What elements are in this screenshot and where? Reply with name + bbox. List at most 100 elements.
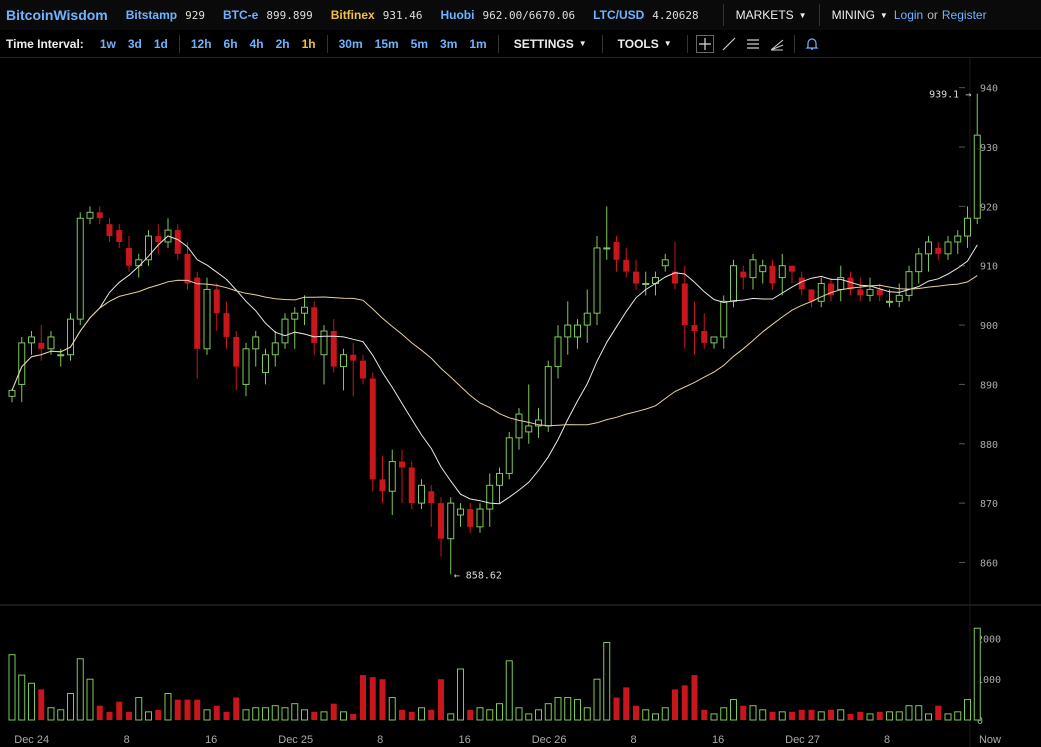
volume-bar xyxy=(262,707,269,721)
tools-menu[interactable]: TOOLS ▼ xyxy=(618,37,672,51)
bell-icon[interactable] xyxy=(803,35,821,53)
volume-bar xyxy=(174,699,181,720)
candle-body xyxy=(8,389,16,397)
volume-tick-label: 2000 xyxy=(977,634,1001,645)
volume-bar xyxy=(623,687,630,720)
candle-body xyxy=(944,241,952,255)
volume-bar xyxy=(935,705,942,720)
volume-bar xyxy=(271,705,279,721)
markets-menu[interactable]: MARKETS ▼ xyxy=(736,8,807,22)
ticker-ltc-usd[interactable]: LTC/USD 4.20628 xyxy=(593,8,698,22)
candle-body xyxy=(76,217,84,320)
line-draw-icon[interactable] xyxy=(720,35,738,53)
interval-3m[interactable]: 3m xyxy=(440,36,458,51)
candle-body xyxy=(964,217,971,237)
candle-body xyxy=(18,342,26,385)
ticker-exchange-name: Bitfinex xyxy=(330,8,375,22)
candle-body xyxy=(262,354,269,374)
login-link[interactable]: Login xyxy=(893,8,924,22)
interval-2h[interactable]: 2h xyxy=(275,36,290,51)
candle-body xyxy=(57,354,65,357)
volume-bar xyxy=(360,675,366,720)
volume-bar xyxy=(467,709,474,720)
candle-body xyxy=(155,236,162,242)
candle-body xyxy=(574,324,581,338)
volume-bar xyxy=(564,697,572,721)
volume-bar xyxy=(155,709,162,720)
candle-body xyxy=(330,331,337,367)
volume-bar xyxy=(603,641,611,721)
ticker-price: 4.20628 xyxy=(652,8,699,22)
settings-menu[interactable]: SETTINGS ▼ xyxy=(514,37,587,51)
interval-1h[interactable]: 1h xyxy=(301,36,316,51)
candle-body xyxy=(116,230,123,242)
volume-bar xyxy=(301,709,308,721)
candle-body xyxy=(691,325,698,331)
price-tick-label: 860 xyxy=(980,558,998,569)
fan-icon[interactable] xyxy=(768,35,786,53)
mining-label: MINING xyxy=(831,8,875,22)
volume-bar xyxy=(18,674,26,721)
candle-body xyxy=(749,259,757,279)
volume-bar xyxy=(67,692,74,721)
candle-body xyxy=(681,283,688,326)
volume-bar xyxy=(749,705,757,721)
register-link[interactable]: Register xyxy=(941,8,987,22)
site-logo[interactable]: BitcoinWisdom xyxy=(6,7,108,23)
interval-15m[interactable]: 15m xyxy=(374,36,399,51)
fibonacci-icon[interactable] xyxy=(744,35,762,53)
ticker-bitstamp[interactable]: Bitstamp 929 xyxy=(126,8,205,22)
candle-body xyxy=(778,265,786,279)
volume-bar xyxy=(789,711,795,720)
volume-bar xyxy=(574,699,581,721)
interval-6h[interactable]: 6h xyxy=(223,36,238,51)
interval-3d[interactable]: 3d xyxy=(127,36,142,51)
chart-toolbar: Time Interval: 1w 3d 1d 12h 6h 4h 2h 1h 30m 15m 5m… xyxy=(0,30,1041,58)
interval-1m[interactable]: 1m xyxy=(469,36,487,51)
mining-menu[interactable]: MINING ▼ xyxy=(832,8,888,22)
auth-links: Login or Register xyxy=(894,8,987,22)
candle-body xyxy=(857,289,864,296)
candle-body xyxy=(67,318,74,356)
high-annotation: 939.1 → xyxy=(929,90,971,101)
volume-bar xyxy=(28,682,35,721)
volume-bar xyxy=(213,705,220,720)
candle-body xyxy=(672,271,678,284)
volume-bar xyxy=(593,678,601,721)
interval-30m[interactable]: 30m xyxy=(338,36,363,51)
candle-body xyxy=(730,265,737,302)
candle-body xyxy=(47,336,55,350)
candle-body xyxy=(213,289,220,314)
ticker-bitfinex[interactable]: Bitfinex 931.46 xyxy=(331,8,423,22)
interval-4h[interactable]: 4h xyxy=(249,36,264,51)
interval-12h[interactable]: 12h xyxy=(190,36,212,51)
candle-body xyxy=(399,461,405,468)
candle-body xyxy=(38,342,45,349)
candle-body xyxy=(350,354,357,361)
interval-1d[interactable]: 1d xyxy=(153,36,168,51)
volume-bar xyxy=(964,699,971,721)
volume-bar xyxy=(184,699,191,720)
top-bar: BitcoinWisdom Bitstamp 929 BTC-e 899.899 Bit… xyxy=(0,0,1041,30)
price-chart[interactable]: 940 930 920 910 900 890 880 870 860 2000 1000 0 Dec … xyxy=(0,58,1041,747)
ticker-list: Bitstamp 929 BTC-e 899.899 Bitfinex 931.46 Huo… xyxy=(126,8,717,22)
candle-body xyxy=(476,508,484,528)
time-interval-label: Time Interval: xyxy=(6,36,84,51)
crosshair-icon[interactable] xyxy=(695,34,714,53)
interval-5m[interactable]: 5m xyxy=(410,36,429,51)
price-tick-label: 890 xyxy=(980,380,998,391)
volume-bar xyxy=(535,709,542,721)
price-tick-label: 910 xyxy=(980,262,998,273)
volume-bar xyxy=(291,703,299,721)
candle-body xyxy=(252,336,260,350)
divider xyxy=(793,34,795,53)
interval-1w[interactable]: 1w xyxy=(99,36,116,51)
ticker-btc-e[interactable]: BTC-e 899.899 xyxy=(223,8,313,22)
volume-bar xyxy=(691,675,698,720)
ticker-huobi[interactable]: Huobi 962.00/6670.06 xyxy=(440,8,575,22)
volume-bar xyxy=(944,713,952,721)
volume-bar xyxy=(476,707,484,721)
volume-bar xyxy=(369,677,376,720)
price-tick-label: 930 xyxy=(980,143,998,154)
volume-bar xyxy=(38,689,45,720)
